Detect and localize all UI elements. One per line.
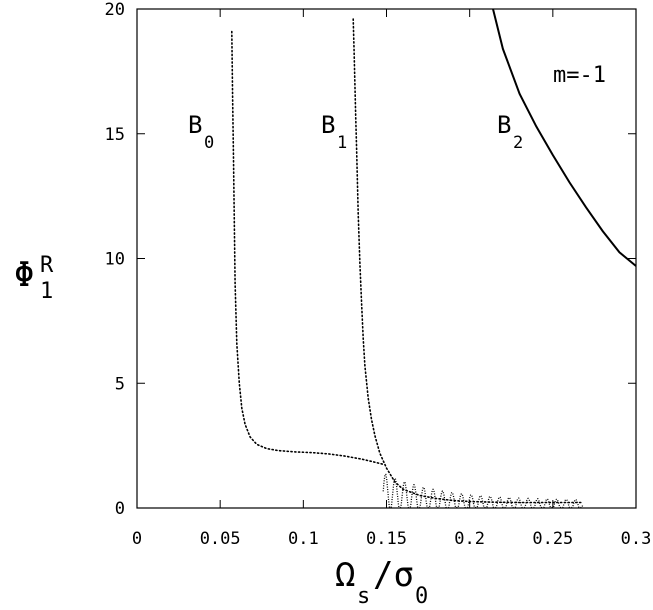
y-tick-label: 5 xyxy=(115,374,125,394)
ticks xyxy=(136,8,637,509)
series-b1-line xyxy=(352,18,584,504)
ripple xyxy=(382,473,584,509)
annotation-m: m=-1 xyxy=(553,63,606,88)
x-tick-label: 0.3 xyxy=(621,529,652,549)
x-axis-label-sub2: 0 xyxy=(415,584,428,609)
x-tick-label: 0.05 xyxy=(200,529,241,549)
curves xyxy=(231,8,637,504)
x-axis-label: Ω s /σ 0 xyxy=(335,555,428,609)
label-b2: B 2 xyxy=(497,111,523,153)
label-b0-sub: 0 xyxy=(204,133,214,153)
x-tick-label: 0.1 xyxy=(288,529,319,549)
label-b1-main: B xyxy=(321,111,335,139)
label-b0-main: B xyxy=(188,111,202,139)
label-b1-sub: 1 xyxy=(337,133,347,153)
label-b2-sub: 2 xyxy=(513,133,523,153)
label-b0: B 0 xyxy=(188,111,214,153)
ripple-band xyxy=(382,473,584,509)
y-axis-label: Φ R 1 xyxy=(14,253,54,304)
x-tick-label: 0.15 xyxy=(366,529,407,549)
series-b2-line xyxy=(492,8,637,267)
label-b1: B 1 xyxy=(321,111,347,153)
y-axis-label-sup: R xyxy=(40,253,54,278)
y-tick-label: 10 xyxy=(105,250,125,270)
x-tick-label: 0.2 xyxy=(454,529,485,549)
y-tick-label: 15 xyxy=(105,125,125,145)
x-axis-label-mid: /σ xyxy=(373,555,414,595)
x-axis-label-main: Ω xyxy=(335,555,355,595)
y-tick-label: 0 xyxy=(115,499,125,519)
x-tick-label: 0 xyxy=(132,529,142,549)
x-axis-label-sub1: s xyxy=(357,584,370,609)
y-axis-label-sub: 1 xyxy=(40,279,53,304)
y-tick-label: 20 xyxy=(105,0,125,20)
label-b2-main: B xyxy=(497,111,511,139)
y-axis-label-main: Φ xyxy=(14,255,34,295)
series-b0-line xyxy=(231,30,385,466)
x-tick-label: 0.25 xyxy=(532,529,573,549)
